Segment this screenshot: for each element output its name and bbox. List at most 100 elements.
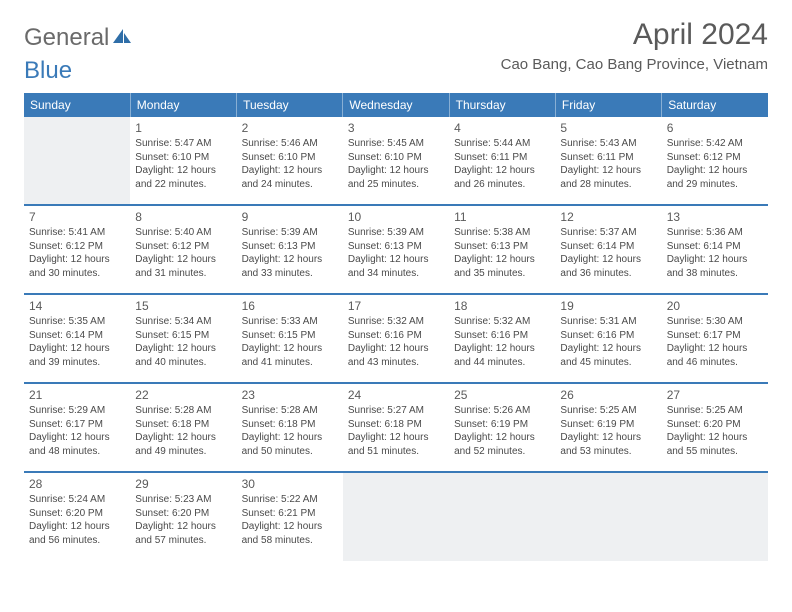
- day-number: 14: [29, 298, 125, 314]
- calendar-header-row: SundayMondayTuesdayWednesdayThursdayFrid…: [24, 93, 768, 117]
- calendar-week-row: 28Sunrise: 5:24 AMSunset: 6:20 PMDayligh…: [24, 473, 768, 561]
- weekday-header: Friday: [555, 93, 661, 117]
- day-number: 10: [348, 209, 444, 225]
- logo: General: [24, 24, 135, 52]
- day-details: Sunrise: 5:23 AMSunset: 6:20 PMDaylight:…: [135, 493, 231, 547]
- day-number: 19: [560, 298, 656, 314]
- calendar-day-cell: 25Sunrise: 5:26 AMSunset: 6:19 PMDayligh…: [449, 384, 555, 472]
- weekday-header: Saturday: [662, 93, 768, 117]
- day-number: 3: [348, 120, 444, 136]
- day-number: 2: [242, 120, 338, 136]
- calendar-day-cell: 2Sunrise: 5:46 AMSunset: 6:10 PMDaylight…: [237, 117, 343, 205]
- calendar-day-cell: 15Sunrise: 5:34 AMSunset: 6:15 PMDayligh…: [130, 295, 236, 383]
- calendar-week-row: 21Sunrise: 5:29 AMSunset: 6:17 PMDayligh…: [24, 384, 768, 472]
- logo-text-2: Blue: [24, 57, 72, 85]
- calendar-day-cell: 1Sunrise: 5:47 AMSunset: 6:10 PMDaylight…: [130, 117, 236, 205]
- day-details: Sunrise: 5:32 AMSunset: 6:16 PMDaylight:…: [454, 315, 550, 369]
- calendar-day-cell: 14Sunrise: 5:35 AMSunset: 6:14 PMDayligh…: [24, 295, 130, 383]
- day-number: 17: [348, 298, 444, 314]
- calendar-day-cell: 29Sunrise: 5:23 AMSunset: 6:20 PMDayligh…: [130, 473, 236, 561]
- day-number: 26: [560, 387, 656, 403]
- day-number: 13: [667, 209, 763, 225]
- day-details: Sunrise: 5:27 AMSunset: 6:18 PMDaylight:…: [348, 404, 444, 458]
- calendar-day-cell: 23Sunrise: 5:28 AMSunset: 6:18 PMDayligh…: [237, 384, 343, 472]
- day-number: 8: [135, 209, 231, 225]
- location-text: Cao Bang, Cao Bang Province, Vietnam: [501, 56, 768, 73]
- day-details: Sunrise: 5:40 AMSunset: 6:12 PMDaylight:…: [135, 226, 231, 280]
- day-details: Sunrise: 5:36 AMSunset: 6:14 PMDaylight:…: [667, 226, 763, 280]
- calendar-week-row: 1Sunrise: 5:47 AMSunset: 6:10 PMDaylight…: [24, 117, 768, 205]
- calendar-day-cell: 24Sunrise: 5:27 AMSunset: 6:18 PMDayligh…: [343, 384, 449, 472]
- calendar-day-cell: 10Sunrise: 5:39 AMSunset: 6:13 PMDayligh…: [343, 206, 449, 294]
- day-details: Sunrise: 5:32 AMSunset: 6:16 PMDaylight:…: [348, 315, 444, 369]
- calendar-day-cell: 30Sunrise: 5:22 AMSunset: 6:21 PMDayligh…: [237, 473, 343, 561]
- day-details: Sunrise: 5:29 AMSunset: 6:17 PMDaylight:…: [29, 404, 125, 458]
- day-number: 4: [454, 120, 550, 136]
- calendar-day-cell: 12Sunrise: 5:37 AMSunset: 6:14 PMDayligh…: [555, 206, 661, 294]
- logo-sail-icon: [111, 24, 133, 52]
- calendar-week-row: 14Sunrise: 5:35 AMSunset: 6:14 PMDayligh…: [24, 295, 768, 383]
- weekday-header: Tuesday: [237, 93, 343, 117]
- day-number: 27: [667, 387, 763, 403]
- calendar-day-cell: [662, 473, 768, 561]
- logo-text-1: General: [24, 24, 109, 52]
- calendar-day-cell: 5Sunrise: 5:43 AMSunset: 6:11 PMDaylight…: [555, 117, 661, 205]
- day-number: 1: [135, 120, 231, 136]
- calendar-week-row: 7Sunrise: 5:41 AMSunset: 6:12 PMDaylight…: [24, 206, 768, 294]
- day-details: Sunrise: 5:25 AMSunset: 6:20 PMDaylight:…: [667, 404, 763, 458]
- day-number: 21: [29, 387, 125, 403]
- weekday-header: Sunday: [24, 93, 130, 117]
- calendar-day-cell: 9Sunrise: 5:39 AMSunset: 6:13 PMDaylight…: [237, 206, 343, 294]
- calendar-day-cell: 22Sunrise: 5:28 AMSunset: 6:18 PMDayligh…: [130, 384, 236, 472]
- day-details: Sunrise: 5:39 AMSunset: 6:13 PMDaylight:…: [348, 226, 444, 280]
- day-details: Sunrise: 5:25 AMSunset: 6:19 PMDaylight:…: [560, 404, 656, 458]
- day-number: 7: [29, 209, 125, 225]
- day-details: Sunrise: 5:33 AMSunset: 6:15 PMDaylight:…: [242, 315, 338, 369]
- calendar-day-cell: 11Sunrise: 5:38 AMSunset: 6:13 PMDayligh…: [449, 206, 555, 294]
- calendar-day-cell: 17Sunrise: 5:32 AMSunset: 6:16 PMDayligh…: [343, 295, 449, 383]
- day-details: Sunrise: 5:38 AMSunset: 6:13 PMDaylight:…: [454, 226, 550, 280]
- day-number: 11: [454, 209, 550, 225]
- month-title: April 2024: [501, 18, 768, 52]
- calendar-day-cell: [24, 117, 130, 205]
- day-details: Sunrise: 5:45 AMSunset: 6:10 PMDaylight:…: [348, 137, 444, 191]
- calendar-day-cell: [555, 473, 661, 561]
- day-number: 6: [667, 120, 763, 136]
- day-details: Sunrise: 5:42 AMSunset: 6:12 PMDaylight:…: [667, 137, 763, 191]
- calendar-day-cell: 18Sunrise: 5:32 AMSunset: 6:16 PMDayligh…: [449, 295, 555, 383]
- day-number: 25: [454, 387, 550, 403]
- day-details: Sunrise: 5:44 AMSunset: 6:11 PMDaylight:…: [454, 137, 550, 191]
- day-number: 16: [242, 298, 338, 314]
- calendar-day-cell: 20Sunrise: 5:30 AMSunset: 6:17 PMDayligh…: [662, 295, 768, 383]
- day-number: 18: [454, 298, 550, 314]
- calendar-table: SundayMondayTuesdayWednesdayThursdayFrid…: [24, 93, 768, 561]
- day-details: Sunrise: 5:37 AMSunset: 6:14 PMDaylight:…: [560, 226, 656, 280]
- day-details: Sunrise: 5:43 AMSunset: 6:11 PMDaylight:…: [560, 137, 656, 191]
- weekday-header: Wednesday: [343, 93, 449, 117]
- day-details: Sunrise: 5:35 AMSunset: 6:14 PMDaylight:…: [29, 315, 125, 369]
- day-number: 9: [242, 209, 338, 225]
- calendar-day-cell: 26Sunrise: 5:25 AMSunset: 6:19 PMDayligh…: [555, 384, 661, 472]
- calendar-day-cell: 13Sunrise: 5:36 AMSunset: 6:14 PMDayligh…: [662, 206, 768, 294]
- weekday-header: Thursday: [449, 93, 555, 117]
- day-number: 5: [560, 120, 656, 136]
- calendar-day-cell: 8Sunrise: 5:40 AMSunset: 6:12 PMDaylight…: [130, 206, 236, 294]
- weekday-header: Monday: [130, 93, 236, 117]
- day-number: 15: [135, 298, 231, 314]
- calendar-day-cell: 7Sunrise: 5:41 AMSunset: 6:12 PMDaylight…: [24, 206, 130, 294]
- day-details: Sunrise: 5:34 AMSunset: 6:15 PMDaylight:…: [135, 315, 231, 369]
- day-number: 30: [242, 476, 338, 492]
- day-details: Sunrise: 5:47 AMSunset: 6:10 PMDaylight:…: [135, 137, 231, 191]
- day-details: Sunrise: 5:46 AMSunset: 6:10 PMDaylight:…: [242, 137, 338, 191]
- day-number: 12: [560, 209, 656, 225]
- day-details: Sunrise: 5:28 AMSunset: 6:18 PMDaylight:…: [242, 404, 338, 458]
- calendar-day-cell: 3Sunrise: 5:45 AMSunset: 6:10 PMDaylight…: [343, 117, 449, 205]
- day-number: 24: [348, 387, 444, 403]
- day-details: Sunrise: 5:24 AMSunset: 6:20 PMDaylight:…: [29, 493, 125, 547]
- calendar-day-cell: 27Sunrise: 5:25 AMSunset: 6:20 PMDayligh…: [662, 384, 768, 472]
- day-details: Sunrise: 5:30 AMSunset: 6:17 PMDaylight:…: [667, 315, 763, 369]
- day-details: Sunrise: 5:41 AMSunset: 6:12 PMDaylight:…: [29, 226, 125, 280]
- day-number: 29: [135, 476, 231, 492]
- day-number: 23: [242, 387, 338, 403]
- title-block: April 2024 Cao Bang, Cao Bang Province, …: [501, 18, 768, 73]
